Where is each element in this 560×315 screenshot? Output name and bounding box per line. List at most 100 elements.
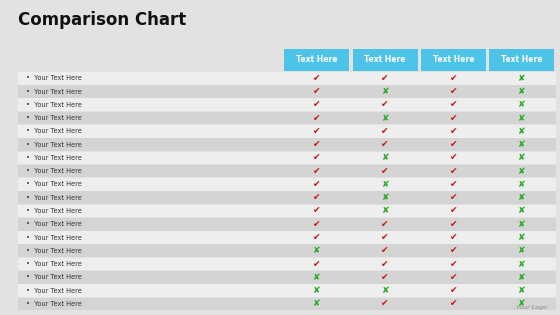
Text: ✔: ✔: [450, 100, 457, 109]
Text: Your Logo: Your Logo: [516, 306, 548, 311]
Bar: [18, 205, 556, 217]
Text: ✔: ✔: [450, 193, 457, 202]
Text: ✘: ✘: [518, 74, 525, 83]
Text: ✔: ✔: [450, 180, 457, 189]
Bar: [18, 152, 556, 164]
Text: ✔: ✔: [450, 153, 457, 163]
Text: ✔: ✔: [313, 233, 321, 242]
Text: ✔: ✔: [313, 100, 321, 109]
Text: Comparison Chart: Comparison Chart: [18, 11, 186, 29]
Text: •  Your Text Here: • Your Text Here: [26, 128, 82, 135]
Bar: [18, 192, 556, 204]
Text: ✘: ✘: [381, 87, 389, 96]
Text: •  Your Text Here: • Your Text Here: [26, 102, 82, 108]
Text: ✔: ✔: [313, 127, 321, 136]
Text: •  Your Text Here: • Your Text Here: [26, 195, 82, 201]
Text: ✔: ✔: [381, 246, 389, 255]
Text: ✘: ✘: [381, 153, 389, 163]
Text: ✘: ✘: [381, 206, 389, 215]
Bar: [18, 72, 556, 85]
Bar: [18, 99, 556, 111]
Bar: [18, 284, 556, 297]
Text: •  Your Text Here: • Your Text Here: [26, 234, 82, 241]
Text: ✔: ✔: [450, 220, 457, 229]
Bar: [284, 49, 349, 71]
Text: •  Your Text Here: • Your Text Here: [26, 75, 82, 81]
Text: ✔: ✔: [313, 74, 321, 83]
Text: ✔: ✔: [381, 273, 389, 282]
Text: ✔: ✔: [450, 140, 457, 149]
Text: •  Your Text Here: • Your Text Here: [26, 248, 82, 254]
Text: •  Your Text Here: • Your Text Here: [26, 181, 82, 187]
Text: •  Your Text Here: • Your Text Here: [26, 274, 82, 280]
Bar: [18, 231, 556, 244]
Text: •  Your Text Here: • Your Text Here: [26, 221, 82, 227]
Bar: [18, 165, 556, 177]
Bar: [421, 49, 486, 71]
Text: •  Your Text Here: • Your Text Here: [26, 261, 82, 267]
Text: ✔: ✔: [450, 299, 457, 308]
Text: ✔: ✔: [313, 87, 321, 96]
Text: ✔: ✔: [313, 260, 321, 269]
Text: ✔: ✔: [450, 74, 457, 83]
Text: ✔: ✔: [450, 167, 457, 176]
Text: Text Here: Text Here: [296, 55, 338, 65]
Text: Text Here: Text Here: [501, 55, 543, 65]
Text: Text Here: Text Here: [365, 55, 406, 65]
Bar: [489, 49, 554, 71]
Text: ✘: ✘: [518, 299, 525, 308]
Text: ✘: ✘: [518, 273, 525, 282]
Text: •  Your Text Here: • Your Text Here: [26, 89, 82, 94]
Text: Text Here: Text Here: [433, 55, 474, 65]
Text: ✘: ✘: [313, 246, 321, 255]
Text: ✘: ✘: [518, 260, 525, 269]
Text: ✔: ✔: [450, 114, 457, 123]
Text: ✘: ✘: [518, 193, 525, 202]
Text: ✔: ✔: [381, 100, 389, 109]
Text: ✘: ✘: [518, 233, 525, 242]
Text: ✘: ✘: [313, 299, 321, 308]
Text: ✘: ✘: [518, 180, 525, 189]
Text: ✘: ✘: [518, 167, 525, 176]
Text: ✘: ✘: [518, 206, 525, 215]
Text: •  Your Text Here: • Your Text Here: [26, 168, 82, 174]
Text: ✘: ✘: [381, 286, 389, 295]
Text: ✔: ✔: [313, 167, 321, 176]
Text: ✘: ✘: [518, 246, 525, 255]
Bar: [18, 85, 556, 98]
Text: ✔: ✔: [381, 299, 389, 308]
Text: ✘: ✘: [518, 87, 525, 96]
Text: ✔: ✔: [313, 220, 321, 229]
Bar: [353, 49, 418, 71]
Bar: [18, 112, 556, 124]
Text: ✔: ✔: [450, 260, 457, 269]
Bar: [18, 125, 556, 138]
Text: ✘: ✘: [518, 100, 525, 109]
Text: •  Your Text Here: • Your Text Here: [26, 115, 82, 121]
Text: ✔: ✔: [381, 140, 389, 149]
Text: ✔: ✔: [313, 114, 321, 123]
Text: ✔: ✔: [450, 286, 457, 295]
Bar: [18, 258, 556, 270]
Text: ✔: ✔: [313, 153, 321, 163]
Bar: [18, 218, 556, 231]
Text: ✔: ✔: [313, 193, 321, 202]
Text: ✘: ✘: [518, 127, 525, 136]
Text: •  Your Text Here: • Your Text Here: [26, 301, 82, 307]
Bar: [18, 271, 556, 284]
Text: ✔: ✔: [381, 233, 389, 242]
Text: ✔: ✔: [450, 233, 457, 242]
Text: ✘: ✘: [518, 286, 525, 295]
Text: ✔: ✔: [381, 127, 389, 136]
Bar: [18, 298, 556, 310]
Text: ✘: ✘: [381, 193, 389, 202]
Bar: [18, 244, 556, 257]
Text: ✔: ✔: [450, 246, 457, 255]
Bar: [18, 138, 556, 151]
Text: ✔: ✔: [381, 260, 389, 269]
Text: ✘: ✘: [313, 273, 321, 282]
Text: •  Your Text Here: • Your Text Here: [26, 288, 82, 294]
Text: ✔: ✔: [450, 273, 457, 282]
Text: ✘: ✘: [381, 114, 389, 123]
Text: ✔: ✔: [381, 74, 389, 83]
